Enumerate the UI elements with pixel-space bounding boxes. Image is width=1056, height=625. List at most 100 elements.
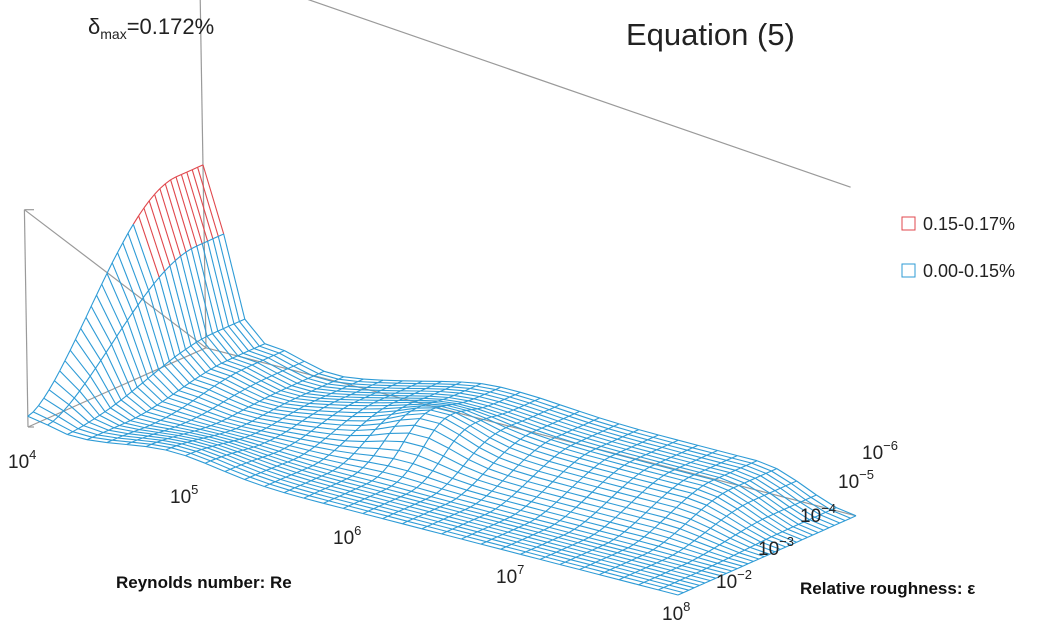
mesh-line-eps [179, 348, 186, 354]
mesh-line-re [203, 392, 224, 403]
mesh-line-re [194, 378, 215, 387]
mesh-line-eps [794, 501, 801, 506]
mesh-line-re [575, 556, 596, 563]
mesh-line-re [183, 386, 204, 394]
mesh-line-re [629, 574, 650, 581]
mesh-line-re [663, 474, 684, 482]
mesh-line-re [599, 574, 620, 581]
mesh-line-re [702, 485, 724, 495]
mesh-line-re [196, 450, 217, 460]
mesh-line-eps [511, 422, 517, 426]
mesh-line-re [595, 448, 616, 455]
mesh-line-eps [296, 420, 303, 426]
mesh-line-re [162, 401, 183, 409]
mesh-line-eps [443, 516, 450, 520]
mesh-line-eps [479, 514, 486, 518]
mesh-line-eps [253, 345, 260, 350]
mesh-line-eps [708, 547, 715, 552]
mesh-line-eps [850, 515, 857, 519]
mesh-line-re [645, 567, 666, 574]
mesh-line-re [363, 378, 384, 381]
mesh-line-re [617, 491, 638, 498]
mesh-line-re [243, 409, 264, 416]
mesh-line-eps [269, 437, 276, 441]
mesh-line-re [421, 405, 442, 407]
mesh-line-re [685, 523, 706, 534]
mesh-line-eps [323, 454, 330, 460]
mesh-line-re [597, 486, 618, 493]
mesh-line-eps [126, 312, 134, 321]
mesh-line-eps [504, 516, 511, 521]
mesh-line-re [548, 460, 569, 468]
mesh-line-re [419, 417, 440, 425]
mesh-line-re [314, 492, 335, 500]
floor-left-edge [27, 347, 207, 428]
mesh-line-eps [43, 389, 50, 399]
mesh-line-eps [280, 476, 287, 480]
mesh-line-re [676, 567, 697, 574]
mesh-line-eps [382, 515, 389, 520]
mesh-line-eps [602, 428, 609, 432]
mesh-line-re [468, 459, 489, 470]
mesh-line-re [495, 508, 516, 515]
mesh-line-eps [244, 385, 251, 390]
mesh-line-re [316, 477, 337, 485]
mesh-line-eps [753, 558, 760, 562]
mesh-line-re [96, 294, 118, 337]
mesh-line-re [502, 413, 523, 422]
mesh-line-re [484, 441, 505, 453]
mesh-line-re [382, 407, 403, 410]
mesh-line-eps [436, 488, 443, 494]
mesh-line-eps [520, 435, 527, 440]
mesh-line-re [565, 515, 586, 523]
mesh-line-re [683, 547, 704, 556]
mesh-line-eps [586, 491, 593, 498]
mesh-line-eps [649, 527, 656, 533]
mesh-line-re [257, 362, 278, 374]
mesh-line-re [527, 480, 548, 488]
mesh-line-re [355, 488, 376, 495]
mesh-line-eps [582, 471, 589, 478]
mesh-line-re [756, 460, 778, 470]
mesh-line-re [410, 409, 431, 412]
mesh-line-re [336, 428, 356, 432]
mesh-line-eps [704, 527, 711, 533]
mesh-line-re [455, 412, 476, 424]
mesh-line-eps [670, 454, 677, 458]
mesh-line-eps [80, 317, 87, 329]
mesh-line-re [545, 510, 566, 518]
mesh-line-eps [464, 425, 471, 431]
mesh-line-re [643, 581, 664, 589]
mesh-line-re [640, 517, 661, 524]
mesh-line-re [185, 251, 208, 337]
mesh-line-re [332, 415, 353, 418]
mesh-line-re [618, 579, 639, 586]
mesh-line-eps [264, 395, 271, 399]
mesh-line-re [497, 536, 518, 543]
mesh-line-eps [568, 461, 575, 468]
mesh-line-eps [428, 508, 435, 513]
mesh-line-re [185, 421, 206, 429]
mesh-line-re [547, 486, 568, 493]
mesh-line-eps [461, 489, 468, 496]
mesh-line-eps [747, 560, 754, 565]
mesh-line-eps [715, 519, 722, 525]
mesh-line-eps [649, 577, 656, 581]
mesh-line-re [334, 497, 355, 505]
mesh-line-re [504, 519, 525, 526]
mesh-line-re [504, 398, 525, 406]
mesh-line-re [212, 445, 233, 454]
mesh-line-re [196, 245, 219, 332]
mesh-line-eps [740, 464, 747, 469]
mesh-line-eps [414, 501, 421, 505]
mesh-line-re [446, 530, 467, 538]
mesh-line-eps [659, 459, 666, 463]
mesh-line-re [232, 415, 253, 422]
mesh-line-re [104, 411, 126, 424]
mesh-line-eps [577, 539, 584, 544]
mesh-line-re [608, 428, 629, 435]
mesh-line-eps [658, 541, 665, 547]
mesh-line-re [233, 394, 255, 405]
mesh-line-eps [396, 476, 403, 483]
mesh-line-re [719, 544, 740, 554]
